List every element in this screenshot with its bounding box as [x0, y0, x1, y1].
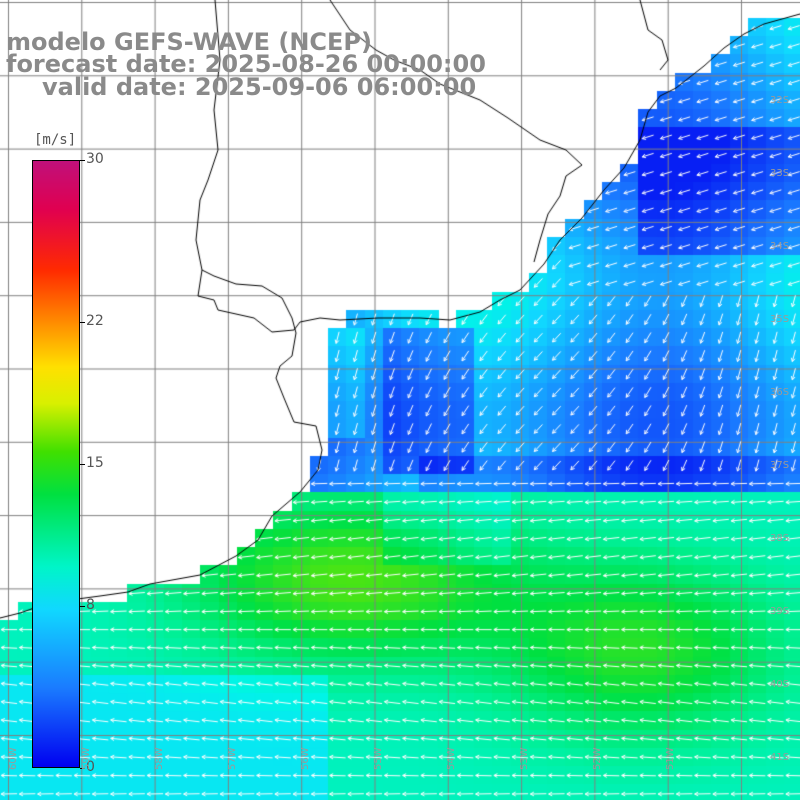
colorbar-tick-mark — [80, 768, 85, 769]
latitude-label: 32S — [770, 95, 790, 106]
colorbar-tick-label: 30 — [86, 151, 104, 167]
colorbar — [32, 160, 80, 768]
colorbar-tick-label: 22 — [86, 313, 104, 330]
longitude-label: 59W — [81, 747, 92, 770]
colorbar-tick-mark — [80, 464, 85, 465]
colorbar-tick-mark — [80, 605, 85, 607]
colorbar-tick-label: 15 — [86, 455, 104, 471]
latitude-label: 35S — [770, 314, 790, 325]
longitude-label: 52W — [592, 747, 603, 770]
latitude-label: 41S — [770, 752, 790, 763]
colorbar-tick-label: 0 — [86, 759, 95, 775]
latitude-label: 33S — [770, 168, 790, 179]
latitude-label: 38S — [770, 533, 790, 544]
longitude-label: 51W — [665, 747, 676, 770]
latitude-label: 40S — [770, 679, 790, 690]
latitude-label: 37S — [770, 460, 790, 471]
longitude-label: 53W — [519, 747, 530, 770]
longitude-label: 58W — [154, 747, 165, 770]
model-title: modelo GEFS-WAVE (NCEP) — [6, 28, 372, 56]
forecast-date: forecast date: 2025-08-26 00:00:00 — [6, 50, 486, 78]
latitude-label: 36S — [770, 387, 790, 398]
valid-date: valid date: 2025-09-06 06:00:00 — [42, 73, 477, 101]
longitude-label: 57W — [227, 747, 238, 770]
longitude-label: 56W — [300, 747, 311, 770]
colorbar-tick-mark — [80, 160, 85, 161]
colorbar-tick-label: 8 — [86, 596, 95, 613]
colorbar-unit: [m/s] — [34, 132, 77, 148]
longitude-label: 54W — [446, 747, 457, 770]
latitude-label: 39S — [770, 606, 790, 617]
colorbar-tick-mark — [80, 322, 85, 324]
longitude-label: 60W — [8, 747, 19, 770]
latitude-label: 34S — [770, 241, 790, 252]
longitude-label: 55W — [373, 747, 384, 770]
